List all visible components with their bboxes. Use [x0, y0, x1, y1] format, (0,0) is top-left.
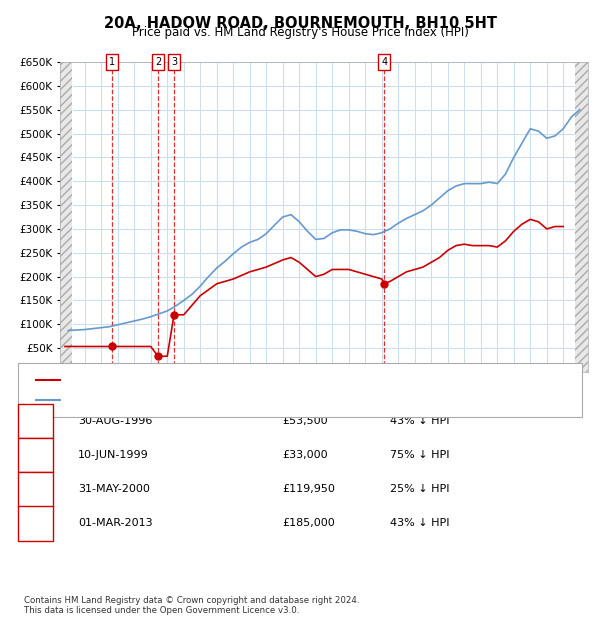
- Text: £53,500: £53,500: [282, 416, 328, 426]
- Text: 43% ↓ HPI: 43% ↓ HPI: [390, 518, 449, 528]
- Text: 30-AUG-1996: 30-AUG-1996: [78, 416, 152, 426]
- Text: 1: 1: [109, 57, 115, 67]
- Text: 4: 4: [32, 518, 39, 528]
- Text: 20A, HADOW ROAD, BOURNEMOUTH, BH10 5HT: 20A, HADOW ROAD, BOURNEMOUTH, BH10 5HT: [104, 16, 497, 30]
- Text: 25% ↓ HPI: 25% ↓ HPI: [390, 484, 449, 494]
- Text: 10-JUN-1999: 10-JUN-1999: [78, 450, 149, 460]
- Text: £33,000: £33,000: [282, 450, 328, 460]
- Text: 31-MAY-2000: 31-MAY-2000: [78, 484, 150, 494]
- Text: 4: 4: [382, 57, 388, 67]
- Bar: [575, 62, 588, 372]
- Text: £185,000: £185,000: [282, 518, 335, 528]
- Text: 20A, HADOW ROAD, BOURNEMOUTH, BH10 5HT (detached house): 20A, HADOW ROAD, BOURNEMOUTH, BH10 5HT (…: [69, 375, 400, 385]
- Text: 43% ↓ HPI: 43% ↓ HPI: [390, 416, 449, 426]
- Text: Contains HM Land Registry data © Crown copyright and database right 2024.
This d: Contains HM Land Registry data © Crown c…: [24, 596, 359, 615]
- Text: HPI: Average price, detached house, Bournemouth Christchurch and Poole: HPI: Average price, detached house, Bour…: [69, 395, 440, 405]
- Text: 3: 3: [171, 57, 177, 67]
- Text: 01-MAR-2013: 01-MAR-2013: [78, 518, 152, 528]
- Text: 1: 1: [32, 416, 39, 426]
- Text: 3: 3: [32, 484, 39, 494]
- Text: £119,950: £119,950: [282, 484, 335, 494]
- Text: 2: 2: [155, 57, 161, 67]
- Text: 75% ↓ HPI: 75% ↓ HPI: [390, 450, 449, 460]
- Text: 2: 2: [32, 450, 39, 460]
- Text: Price paid vs. HM Land Registry's House Price Index (HPI): Price paid vs. HM Land Registry's House …: [131, 26, 469, 39]
- Bar: [60, 62, 71, 372]
